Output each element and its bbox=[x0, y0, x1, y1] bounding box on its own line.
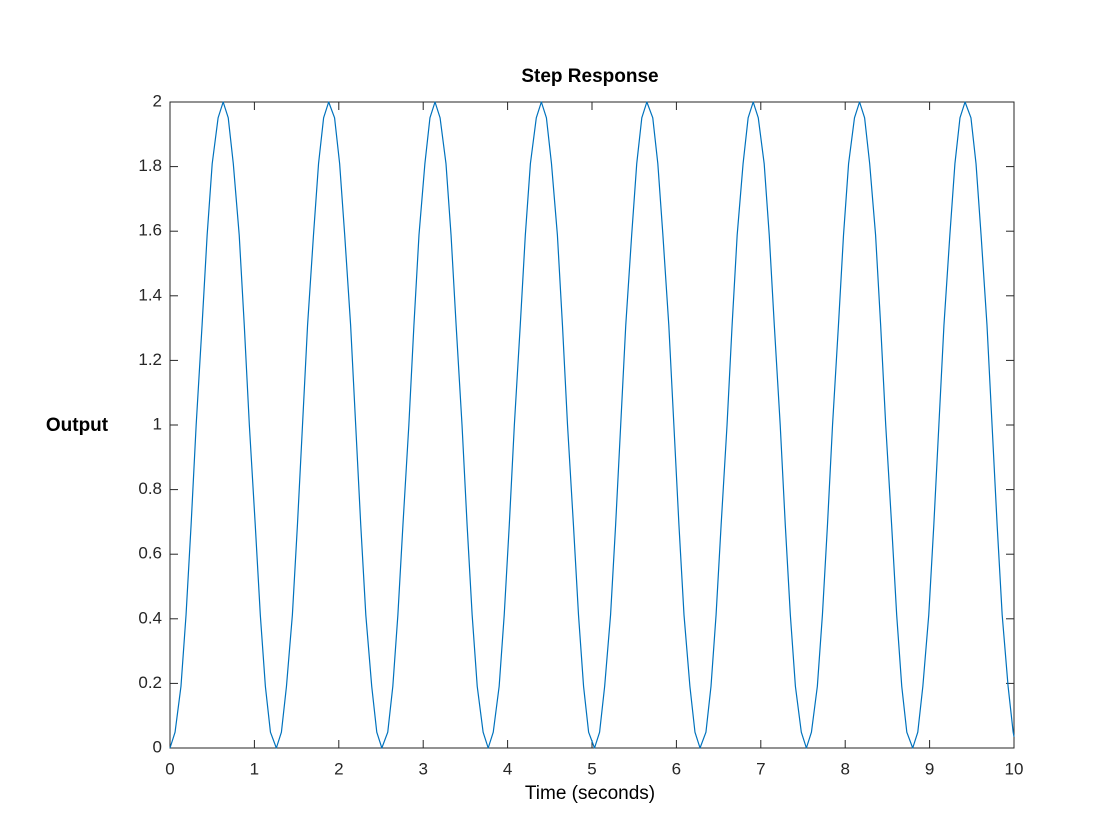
x-tick-label: 0 bbox=[165, 759, 174, 778]
y-tick-label: 1.8 bbox=[138, 156, 162, 175]
x-tick-label: 7 bbox=[756, 759, 765, 778]
x-tick-label: 5 bbox=[587, 759, 596, 778]
x-tick-label: 9 bbox=[925, 759, 934, 778]
y-tick-label: 1 bbox=[153, 414, 162, 433]
data-line bbox=[169, 101, 1015, 749]
y-tick-label: 0.6 bbox=[138, 544, 162, 563]
y-axis-label: Output bbox=[46, 415, 109, 436]
y-tick-label: 0.8 bbox=[138, 479, 162, 498]
x-tick-label: 2 bbox=[334, 759, 343, 778]
y-tick-label: 0.4 bbox=[138, 608, 162, 627]
y-tick-label: 2 bbox=[153, 91, 162, 110]
y-tick-label: 0 bbox=[153, 737, 162, 756]
x-axis-label: Time (seconds) bbox=[525, 783, 655, 804]
x-tick-label: 3 bbox=[418, 759, 427, 778]
y-tick-label: 1.6 bbox=[138, 221, 162, 240]
y-tick-label: 0.2 bbox=[138, 673, 162, 692]
axes-box bbox=[169, 101, 1015, 749]
x-tick-label: 8 bbox=[840, 759, 849, 778]
chart-title: Step Response bbox=[521, 66, 658, 87]
x-tick-label: 6 bbox=[672, 759, 681, 778]
x-tick-label: 10 bbox=[1005, 759, 1024, 778]
x-tick-label: 4 bbox=[503, 759, 512, 778]
y-tick-label: 1.4 bbox=[138, 285, 162, 304]
y-tick-label: 1.2 bbox=[138, 350, 162, 369]
x-tick-label: 1 bbox=[250, 759, 259, 778]
